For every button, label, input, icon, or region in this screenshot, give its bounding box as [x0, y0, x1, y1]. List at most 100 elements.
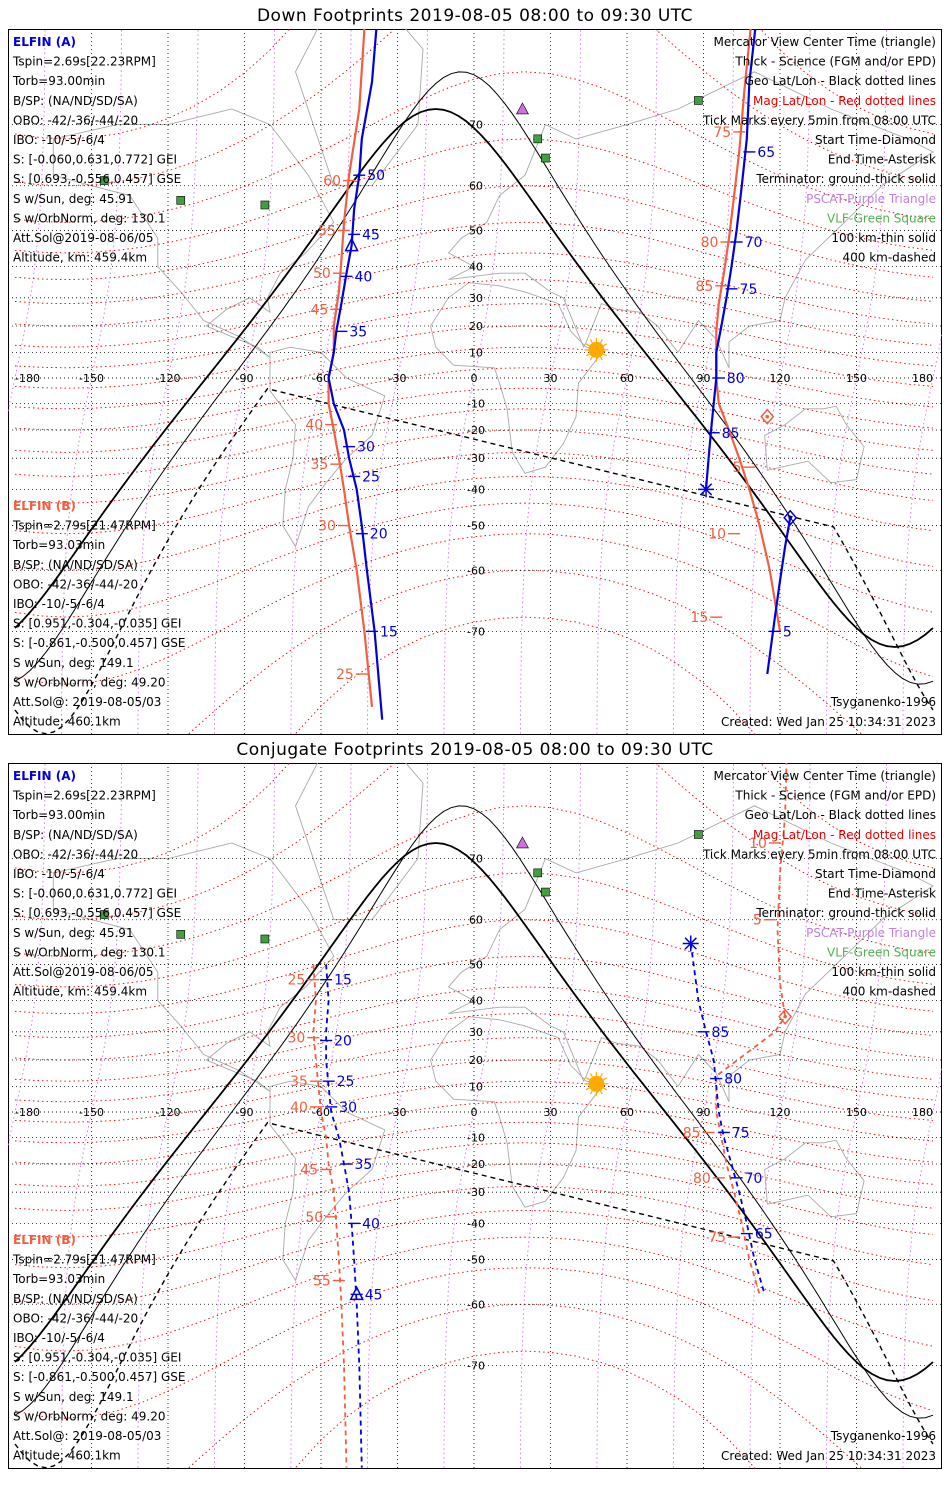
- track-time-label: 45: [362, 227, 380, 243]
- center-time-triangle-icon: [344, 237, 359, 252]
- mag-lat-line: [14, 872, 934, 988]
- lat-tick-label: -60: [467, 1298, 485, 1311]
- vlf-square-icon: [176, 196, 186, 205]
- track-time-label: 30: [288, 1031, 306, 1047]
- terminator-400km: [14, 387, 934, 735]
- track-time-label: 35: [355, 1157, 373, 1173]
- start-diamond-center: [765, 414, 770, 419]
- lon-tick-label: -90: [236, 372, 254, 385]
- mag-lon-line: [902, 283, 950, 734]
- mag-lat-line: [14, 1142, 934, 1211]
- elfin-a-info-line: Torb=93.00min: [12, 74, 105, 88]
- legend-panel: Mercator View Center Time (triangle) Thic…: [702, 769, 936, 999]
- track-time-label: 85: [712, 1025, 730, 1041]
- legend-entry: Thick - Science (FGM and/or EPD): [734, 55, 936, 69]
- vlf-square-icon: [99, 176, 109, 185]
- elfin-b-info-line: Altitude: 460.1km: [13, 1449, 121, 1463]
- track-time-label: 25: [288, 973, 306, 989]
- mag-lat-line: [14, 408, 934, 477]
- lon-tick-label: -120: [156, 372, 181, 385]
- start-diamond-center: [783, 1014, 787, 1019]
- mag-lon-line: [443, 22, 505, 734]
- sun-ray: [603, 343, 608, 347]
- sun-ray: [585, 1077, 590, 1081]
- lat-tick-label: 30: [469, 1026, 483, 1039]
- legend-entry: End Time-Asterisk: [828, 887, 936, 901]
- lat-tick-label: -50: [467, 520, 485, 533]
- vlf-square-icon: [176, 930, 186, 939]
- track-time-label: 10: [749, 836, 767, 852]
- sun-ray: [599, 1090, 603, 1095]
- track-time-label: 5: [732, 460, 741, 476]
- vlf-square-icon: [541, 153, 550, 163]
- elfin-a-info-line: OBO: -42/-36/-44/-20: [13, 847, 138, 861]
- track-time-label: 55: [318, 223, 336, 239]
- mag-lon-line: [213, 22, 276, 734]
- track-time-label: 40: [290, 1100, 308, 1116]
- mag-lon-line: [749, 756, 811, 1468]
- track-time-label: 75: [708, 1230, 726, 1246]
- lat-tick-label: 40: [469, 261, 483, 274]
- model-name: Tsyganenko-1996: [830, 1429, 936, 1443]
- mag-lon-line: [519, 756, 582, 1468]
- sun-ray: [603, 353, 608, 357]
- lat-tick-label: 60: [469, 914, 483, 927]
- elfin-a-info-line: S: [-0.060,0.631,0.772] GEI: [13, 153, 177, 167]
- track-time-label: 70: [745, 1171, 763, 1187]
- landmass-3: [430, 1016, 605, 1208]
- legend-entry: 400 km-dashed: [842, 251, 936, 265]
- lat-tick-label: 70: [469, 119, 483, 132]
- track-time-label: 55: [313, 1274, 331, 1290]
- elfin-a-info-line: S w/Sun, deg: 45.91: [13, 926, 134, 940]
- legend-entry: Mag Lat/Lon - Red dotted lines: [753, 94, 936, 108]
- mag-lat-line: [14, 387, 934, 453]
- elfin-a-info-line: Tspin=2.69s[22.23RPM]: [12, 55, 156, 69]
- legend-entry: PSCAT-Purple Triangle: [806, 926, 936, 940]
- track-time-label: 40: [305, 418, 323, 434]
- lon-tick-label: 150: [846, 1106, 867, 1119]
- elfin-b-info-line: B/SP: (NA/ND/SD/SA): [13, 1292, 138, 1306]
- map-title-conjugate: Conjugate Footprints 2019-08-05 08:00 to…: [236, 740, 714, 760]
- track-time-label: 30: [357, 440, 375, 456]
- lon-tick-label: 0: [471, 1106, 478, 1119]
- mag-lat-line: [14, 805, 934, 957]
- elfin-a-info-line: S: [0.693,-0.556,0.457] GSE: [13, 906, 181, 920]
- elfin-b-info-line: Tspin=2.79s[21.47RPM]: [12, 519, 156, 533]
- lon-tick-label: 90: [697, 372, 711, 385]
- conjugate-footprints-map[interactable]: -180 -150 -120 -90 -60 -30 0 30 60 90 120 150 180 70 6…: [0, 723, 950, 1500]
- vlf-square-icon: [260, 200, 270, 210]
- track-time-label: 5: [783, 624, 792, 640]
- mag-lat-line: [14, 986, 934, 1061]
- track-time-label: 25: [337, 1074, 355, 1090]
- elfin-b-info-line: B/SP: (NA/ND/SD/SA): [13, 558, 138, 572]
- track-time-label: 30: [339, 1100, 357, 1116]
- elfin-a-info-line: S: [0.693,-0.556,0.457] GSE: [13, 172, 181, 186]
- pscat-triangle-icon: [515, 836, 529, 849]
- center-time-triangle-icon: [349, 1285, 364, 1301]
- sun-ray: [603, 1077, 608, 1081]
- elfin-b-info-line: S: [0.951,-0.304,-0.035] GEI: [13, 1351, 181, 1365]
- sun-ray: [599, 339, 603, 344]
- mag-lon-line: [825, 22, 888, 734]
- elfin-b-info-line: Tspin=2.79s[21.47RPM]: [12, 1253, 156, 1267]
- mag-lon-line: [137, 22, 199, 734]
- landmass-4: [764, 405, 865, 484]
- lat-tick-label: -70: [467, 1359, 485, 1372]
- lat-tick-label: 30: [469, 292, 483, 305]
- mag-lon-line: [825, 756, 888, 1468]
- mag-lon-line: [443, 756, 505, 1468]
- vlf-square-icon: [533, 868, 543, 878]
- track-time-label: 70: [745, 235, 763, 251]
- created-timestamp: Created: Wed Jan 25 10:34:31 2023: [721, 715, 936, 729]
- elfin-a-info-line: Altitude, km: 459.4km: [13, 985, 147, 999]
- lon-tick-label: -150: [79, 372, 104, 385]
- map-frame: [8, 763, 942, 1469]
- terminator-ground: [14, 842, 934, 1382]
- elfin-a-info-line: S: [-0.060,0.631,0.772] GEI: [13, 887, 177, 901]
- down-footprints-map[interactable]: -180 -150 -120 -90 -60 -30 0 30 60 90 120 150 180 70 6…: [0, 0, 950, 767]
- info-panel-b: ELFIN (B) Tspin=2.79s[21.47RPM] Torb=93.03…: [12, 499, 186, 729]
- end-asterisk-icon: [684, 937, 697, 950]
- elfin-a-info-line: OBO: -42/-36/-44/-20: [13, 113, 138, 127]
- mag-lon-line: [672, 22, 735, 734]
- mag-lon-line: [902, 1017, 950, 1468]
